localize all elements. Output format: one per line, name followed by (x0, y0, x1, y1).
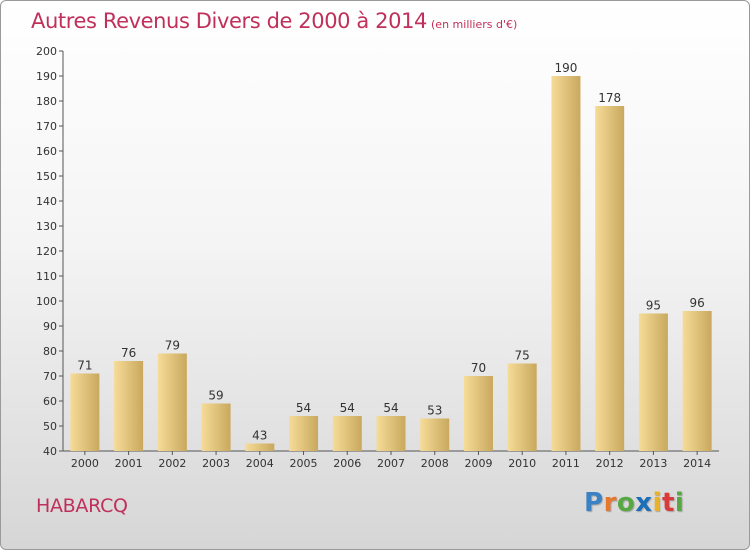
x-tick-label: 2012 (596, 457, 624, 470)
logo-letter: r (603, 488, 617, 518)
bar (376, 416, 406, 451)
bar (201, 403, 231, 451)
logo-letter: t (661, 488, 675, 518)
bar (157, 353, 187, 451)
chart-subtitle: (en milliers d'€) (431, 18, 518, 31)
bar (595, 106, 625, 451)
y-tick-label: 110 (36, 270, 57, 283)
bar-value-label: 70 (471, 361, 486, 375)
y-tick-label: 120 (36, 245, 57, 258)
bar (114, 361, 144, 451)
y-tick-label: 130 (36, 220, 57, 233)
proxiti-logo: Proxiti (584, 488, 684, 518)
logo-letter: i (674, 488, 685, 518)
bar-value-label: 96 (689, 296, 704, 310)
y-tick-label: 70 (43, 370, 57, 383)
bar-value-label: 43 (252, 429, 267, 443)
x-tick-label: 2010 (508, 457, 536, 470)
y-tick-label: 80 (43, 345, 57, 358)
y-tick-label: 50 (43, 420, 57, 433)
chart-bars (70, 76, 712, 451)
bar-value-label: 59 (208, 389, 223, 403)
x-tick-label: 2014 (683, 457, 711, 470)
bar (245, 443, 275, 451)
y-tick-label: 170 (36, 120, 57, 133)
y-tick-label: 200 (36, 45, 57, 58)
x-tick-label: 2011 (552, 457, 580, 470)
bar-value-label: 190 (554, 61, 577, 75)
y-tick-label: 90 (43, 320, 57, 333)
bar-value-label: 75 (515, 349, 530, 363)
bar-value-label: 54 (340, 401, 355, 415)
x-tick-label: 2006 (333, 457, 361, 470)
bar (70, 373, 100, 451)
x-tick-label: 2000 (71, 457, 99, 470)
y-tick-label: 180 (36, 95, 57, 108)
y-tick-label: 60 (43, 395, 57, 408)
bar (332, 416, 362, 451)
bar (638, 313, 668, 451)
bar (551, 76, 581, 451)
x-tick-label: 2003 (202, 457, 230, 470)
bar (682, 311, 712, 451)
city-name: HABARCQ (36, 495, 128, 517)
y-tick-label: 140 (36, 195, 57, 208)
bar-value-label: 95 (646, 299, 661, 313)
bar-value-label: 178 (598, 91, 621, 105)
bar (420, 418, 450, 451)
bar (289, 416, 319, 451)
bar-value-label: 53 (427, 404, 442, 418)
chart-title-main: Autres Revenus Divers de 2000 à 2014 (31, 9, 428, 33)
bar-value-label: 71 (77, 359, 92, 373)
chart-title: Autres Revenus Divers de 2000 à 2014 (en … (31, 9, 517, 33)
logo-letter: o (616, 488, 636, 518)
y-tick-label: 40 (43, 445, 57, 458)
logo-letter: x (635, 488, 653, 518)
logo-letter: P (584, 488, 604, 518)
x-tick-label: 2007 (377, 457, 405, 470)
bar-value-label: 54 (296, 401, 311, 415)
x-tick-label: 2013 (639, 457, 667, 470)
bar (463, 376, 493, 451)
x-tick-label: 2005 (290, 457, 318, 470)
chart-labels: 71 76 79 59 43 54 54 54 53 70 75 190 178 95 96 (77, 61, 705, 443)
chart-axes: 40 50 60 70 80 90 100 110 120 130 140 150 160 170 180 1… (36, 45, 719, 470)
x-tick-label: 2009 (464, 457, 492, 470)
y-tick-label: 160 (36, 145, 57, 158)
x-tick-label: 2002 (158, 457, 186, 470)
y-tick-label: 150 (36, 170, 57, 183)
bar-value-label: 54 (383, 401, 398, 415)
y-tick-label: 100 (36, 295, 57, 308)
y-tick-label: 190 (36, 70, 57, 83)
x-tick-label: 2001 (115, 457, 143, 470)
bar-value-label: 79 (165, 339, 180, 353)
bar (507, 363, 537, 451)
bar-value-label: 76 (121, 346, 136, 360)
logo-letter: i (652, 488, 662, 518)
x-tick-label: 2004 (246, 457, 274, 470)
x-tick-label: 2008 (421, 457, 449, 470)
